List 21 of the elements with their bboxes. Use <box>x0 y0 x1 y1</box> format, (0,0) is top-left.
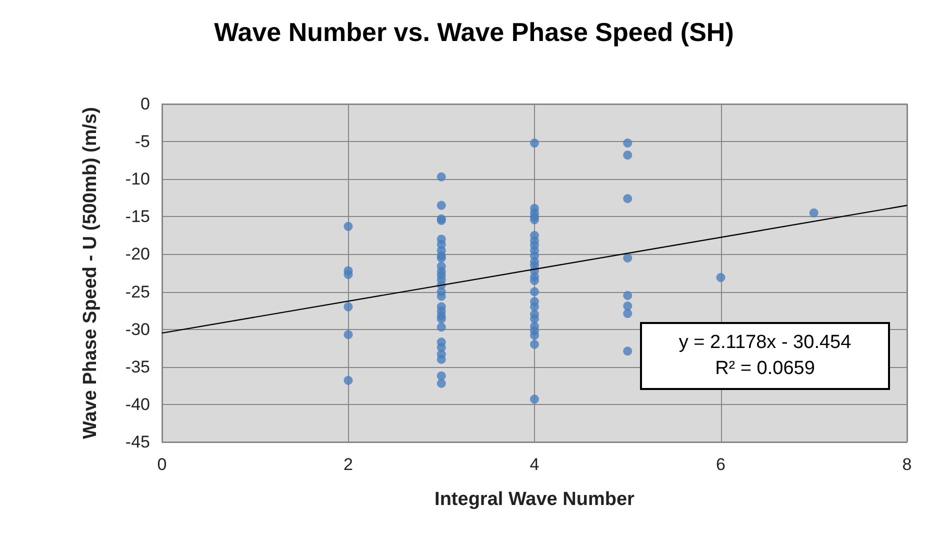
y-tick-label: -10 <box>125 170 150 189</box>
y-tick-label: 0 <box>140 94 150 114</box>
x-tick-label: 4 <box>530 455 540 474</box>
equation-box: y = 2.1178x - 30.454 R² = 0.0659 <box>640 322 890 390</box>
chart-title: Wave Number vs. Wave Phase Speed (SH) <box>214 17 734 47</box>
x-tick-label: 2 <box>344 455 353 474</box>
y-tick-label: -30 <box>125 320 150 339</box>
y-tick-label: -45 <box>125 432 150 452</box>
y-tick-label: -40 <box>125 394 150 414</box>
y-tick-label: -5 <box>134 132 150 152</box>
x-tick-label: 6 <box>716 455 726 474</box>
x-axis-title: Integral Wave Number <box>434 489 636 510</box>
x-tick-label: 0 <box>157 455 167 474</box>
annotation: y = 2.1178x - 30.454 <box>678 331 852 355</box>
y-axis-title: Wave Phase Speed - U (500mb) (m/s) <box>80 107 101 439</box>
y-tick-label: -35 <box>125 357 150 376</box>
x-tick-label: 8 <box>902 455 912 474</box>
annotation: R² = 0.0659 <box>714 357 816 381</box>
y-tick-label: -25 <box>125 282 150 302</box>
y-tick-label: -20 <box>125 244 150 264</box>
y-tick-label: -15 <box>125 207 150 226</box>
